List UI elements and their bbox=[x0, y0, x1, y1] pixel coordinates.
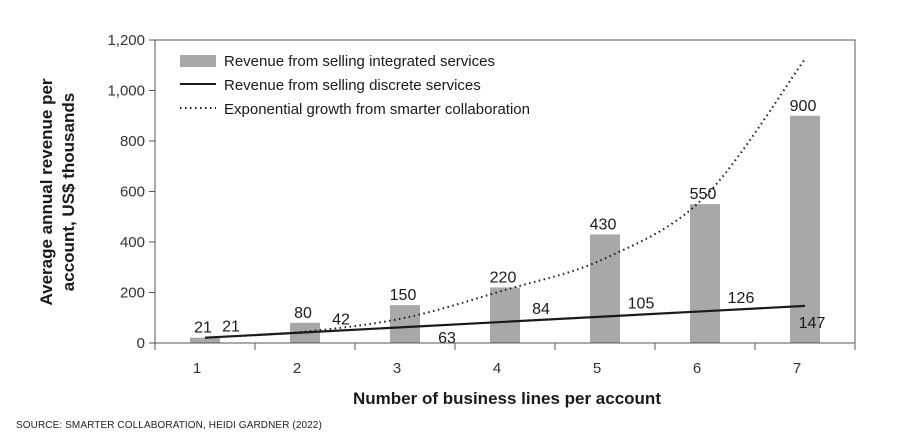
bar-value-label: 220 bbox=[490, 269, 517, 286]
legend-label-discrete: Revenue from selling discrete services bbox=[224, 77, 481, 94]
x-tick-label: 6 bbox=[693, 360, 701, 377]
line-value-label: 105 bbox=[628, 295, 655, 312]
line-value-label: 147 bbox=[799, 315, 826, 332]
legend-swatch-bar bbox=[180, 55, 216, 67]
bar bbox=[590, 234, 620, 343]
y-tick-label: 1,200 bbox=[107, 32, 145, 49]
bar bbox=[190, 337, 220, 343]
bar-value-label: 900 bbox=[790, 98, 817, 115]
x-tick-label: 4 bbox=[493, 360, 501, 377]
bar-value-label: 21 bbox=[194, 320, 212, 337]
y-axis-ticks: 0 200 400 600 800 1,000 1,200 bbox=[107, 32, 155, 352]
y-tick-label: 400 bbox=[120, 234, 145, 251]
bar-value-label: 550 bbox=[690, 186, 717, 203]
bar bbox=[390, 305, 420, 343]
plot-area-frame bbox=[154, 39, 856, 344]
bar-value-label: 430 bbox=[590, 216, 617, 233]
bar bbox=[490, 287, 520, 343]
line-value-label: 63 bbox=[438, 330, 456, 347]
x-axis-ticks: 1 2 3 4 5 6 7 bbox=[154, 343, 856, 377]
legend: Revenue from selling integrated services… bbox=[180, 53, 530, 118]
x-tick-label: 3 bbox=[393, 360, 401, 377]
line-value-label: 84 bbox=[532, 301, 550, 318]
bar-value-label: 150 bbox=[390, 287, 417, 304]
y-axis-title-line2: account, US$ thousands bbox=[59, 93, 78, 291]
y-tick-label: 200 bbox=[120, 285, 145, 302]
legend-label-exponential: Exponential growth from smarter collabor… bbox=[224, 101, 530, 118]
bar-series bbox=[190, 115, 820, 343]
y-tick-label: 800 bbox=[120, 133, 145, 150]
y-tick-label: 0 bbox=[137, 335, 145, 352]
x-tick-label: 2 bbox=[293, 360, 301, 377]
bar bbox=[690, 204, 720, 343]
x-tick-label: 5 bbox=[593, 360, 601, 377]
y-tick-label: 600 bbox=[120, 184, 145, 201]
bar-value-label: 80 bbox=[294, 305, 312, 322]
x-axis-title: Number of business lines per account bbox=[353, 389, 661, 408]
exponential-growth-curve bbox=[204, 58, 806, 339]
bar bbox=[790, 115, 820, 343]
y-axis-title-line1: Average annual revenue per bbox=[37, 78, 56, 305]
x-tick-label: 1 bbox=[193, 360, 201, 377]
source-note: SOURCE: SMARTER COLLABORATION, HEIDI GAR… bbox=[16, 420, 322, 431]
line-value-label: 21 bbox=[222, 319, 240, 336]
legend-label-integrated: Revenue from selling integrated services bbox=[224, 53, 495, 70]
x-tick-label: 7 bbox=[793, 360, 801, 377]
line-value-label: 126 bbox=[728, 290, 755, 307]
data-labels: 21 80 150 220 430 550 900 21 42 63 84 105 126 147 bbox=[194, 98, 825, 347]
y-tick-label: 1,000 bbox=[107, 83, 145, 100]
line-value-label: 42 bbox=[332, 311, 350, 328]
